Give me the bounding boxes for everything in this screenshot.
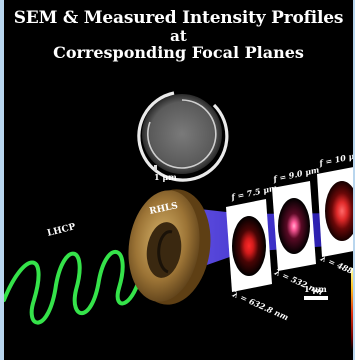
focal-plane-2	[272, 181, 316, 271]
plane-2-focal: f = 9.0 μm	[271, 164, 320, 184]
focal-plane-3	[317, 167, 353, 257]
title-line-2: at	[170, 27, 187, 45]
colorbar-bottom-label: 0	[353, 342, 355, 350]
lhcp-helix	[4, 249, 144, 325]
focal-plane-1	[226, 199, 272, 292]
colorbar	[351, 268, 353, 350]
colorbar-top-label: 1	[353, 272, 355, 280]
plane-3-wavelength: λ = 488 nm	[318, 252, 355, 283]
sem-scale-label: 1 μm	[154, 172, 177, 182]
lhcp-label: LHCP	[46, 222, 77, 239]
sem-image	[137, 91, 229, 182]
scale-bar-label: 1 μm	[304, 284, 327, 294]
rhls-lens	[128, 189, 211, 305]
plane-3-focal: f = 10 μm	[317, 149, 355, 168]
plane-1-wavelength: λ = 632.8 nm	[230, 288, 290, 322]
scale-bar	[304, 296, 328, 300]
title-line-3: Corresponding Focal Planes	[53, 43, 304, 62]
title-line-1: SEM & Measured Intensity Profiles	[13, 8, 344, 28]
plane-1-focal: f = 7.5 μm	[229, 182, 278, 202]
diagram-graphic: 1 μm LHCP RHLS f = 7.5 μm λ = 632.8 nm f…	[4, 91, 355, 350]
